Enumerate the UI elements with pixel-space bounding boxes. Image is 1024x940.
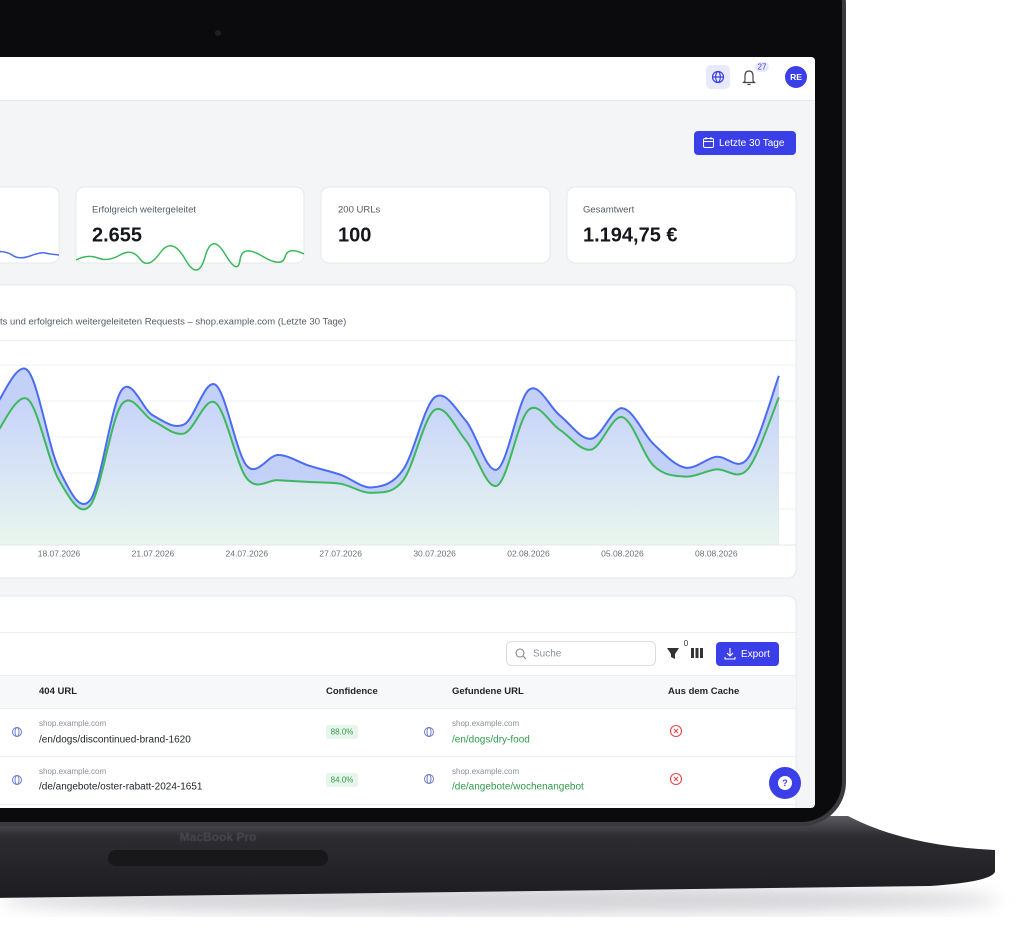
source-path: /en/dogs/discontinued-brand-1620 bbox=[39, 735, 191, 746]
column-header: Gefundene URL bbox=[452, 686, 524, 697]
device-label: MacBook Pro bbox=[180, 830, 257, 844]
confidence: 84.0% bbox=[331, 776, 354, 785]
source-host: shop.example.com bbox=[39, 719, 106, 728]
notification-count: 27 bbox=[758, 63, 767, 72]
export-button[interactable] bbox=[716, 642, 779, 666]
column-header: Aus dem Cache bbox=[668, 686, 739, 697]
target-host: shop.example.com bbox=[452, 719, 519, 728]
notification-badge bbox=[755, 62, 769, 72]
kpi-value: 1.194,75 € bbox=[583, 224, 678, 246]
sparkline bbox=[75, 243, 305, 271]
x-tick-label: 05.08.2026 bbox=[601, 548, 644, 558]
help-mark: ? bbox=[782, 778, 788, 788]
confidence: 88.0% bbox=[331, 728, 354, 737]
download-icon bbox=[724, 648, 736, 660]
line bbox=[0, 367, 780, 505]
x-tick-label: 02.08.2026 bbox=[507, 548, 550, 558]
date-range-button[interactable] bbox=[694, 131, 796, 155]
kpi-card bbox=[566, 186, 797, 264]
not-cached-icon bbox=[669, 772, 683, 786]
kpi-value: 2.655 bbox=[92, 224, 142, 246]
target-path[interactable]: /en/dogs/dry-food bbox=[452, 735, 530, 746]
x-tick-label: 27.07.2026 bbox=[319, 548, 362, 558]
search-icon bbox=[515, 648, 527, 660]
kpi-label: Erfolgreich weitergeleitet bbox=[92, 205, 196, 216]
confidence-badge bbox=[326, 725, 358, 739]
avatar[interactable] bbox=[785, 66, 807, 88]
source-path: /de/angebote/oster-rabatt-2024-1651 bbox=[39, 782, 203, 793]
chart: 18.07.2026 21.07.2026 24.07.2026 27.07.2026… bbox=[0, 364, 796, 558]
globe-icon bbox=[424, 774, 434, 784]
column-header: 404 URL bbox=[39, 686, 77, 697]
table-header bbox=[0, 675, 796, 708]
x-tick-label: 30.07.2026 bbox=[413, 548, 456, 558]
globe-icon bbox=[711, 70, 725, 84]
kpi-value: 100 bbox=[338, 224, 371, 246]
date-range-label: Letzte 30 Tage bbox=[719, 138, 785, 149]
calendar-icon bbox=[703, 137, 714, 148]
camera bbox=[215, 30, 221, 36]
search-input[interactable] bbox=[506, 641, 656, 666]
avatar-initials: RE bbox=[790, 72, 802, 82]
help-icon bbox=[778, 776, 792, 790]
columns-button[interactable] bbox=[691, 648, 703, 658]
globe-icon bbox=[424, 727, 434, 737]
filter-count: 0 bbox=[684, 639, 689, 648]
topbar bbox=[0, 57, 815, 100]
chart-title: ts und erfolgreich weitergeleiteten Requ… bbox=[0, 317, 346, 328]
x-tick-label: 18.07.2026 bbox=[38, 548, 81, 558]
kpi-card bbox=[75, 186, 305, 264]
sparkline bbox=[0, 250, 60, 259]
laptop-base bbox=[0, 816, 995, 898]
kpi-label: 200 URLs bbox=[338, 205, 380, 216]
area bbox=[0, 397, 779, 545]
line bbox=[0, 397, 780, 511]
target-path[interactable]: /de/angebote/wochenangebot bbox=[452, 782, 584, 793]
hinge-notch bbox=[108, 850, 328, 866]
search-placeholder: Suche bbox=[533, 649, 562, 660]
source-host: shop.example.com bbox=[39, 767, 106, 776]
not-cached-icon bbox=[669, 724, 683, 738]
kpi-card bbox=[320, 186, 551, 264]
x-tick-label: 21.07.2026 bbox=[132, 548, 175, 558]
export-label: Export bbox=[741, 649, 770, 660]
kpi-card bbox=[0, 186, 60, 264]
x-tick-label: 08.08.2026 bbox=[695, 548, 738, 558]
globe-icon bbox=[12, 727, 22, 737]
filter-button[interactable] bbox=[667, 648, 679, 659]
notification-bell[interactable] bbox=[742, 70, 756, 86]
column-header: Confidence bbox=[326, 686, 378, 697]
confidence-badge bbox=[326, 773, 358, 787]
target-host: shop.example.com bbox=[452, 767, 519, 776]
screen: 27 RE Letzte 30 Tage Erfolgreich weiterg… bbox=[0, 57, 815, 808]
kpi-label: Gesamtwert bbox=[583, 205, 635, 216]
x-tick-label: 24.07.2026 bbox=[226, 548, 269, 558]
globe-icon bbox=[12, 775, 22, 785]
